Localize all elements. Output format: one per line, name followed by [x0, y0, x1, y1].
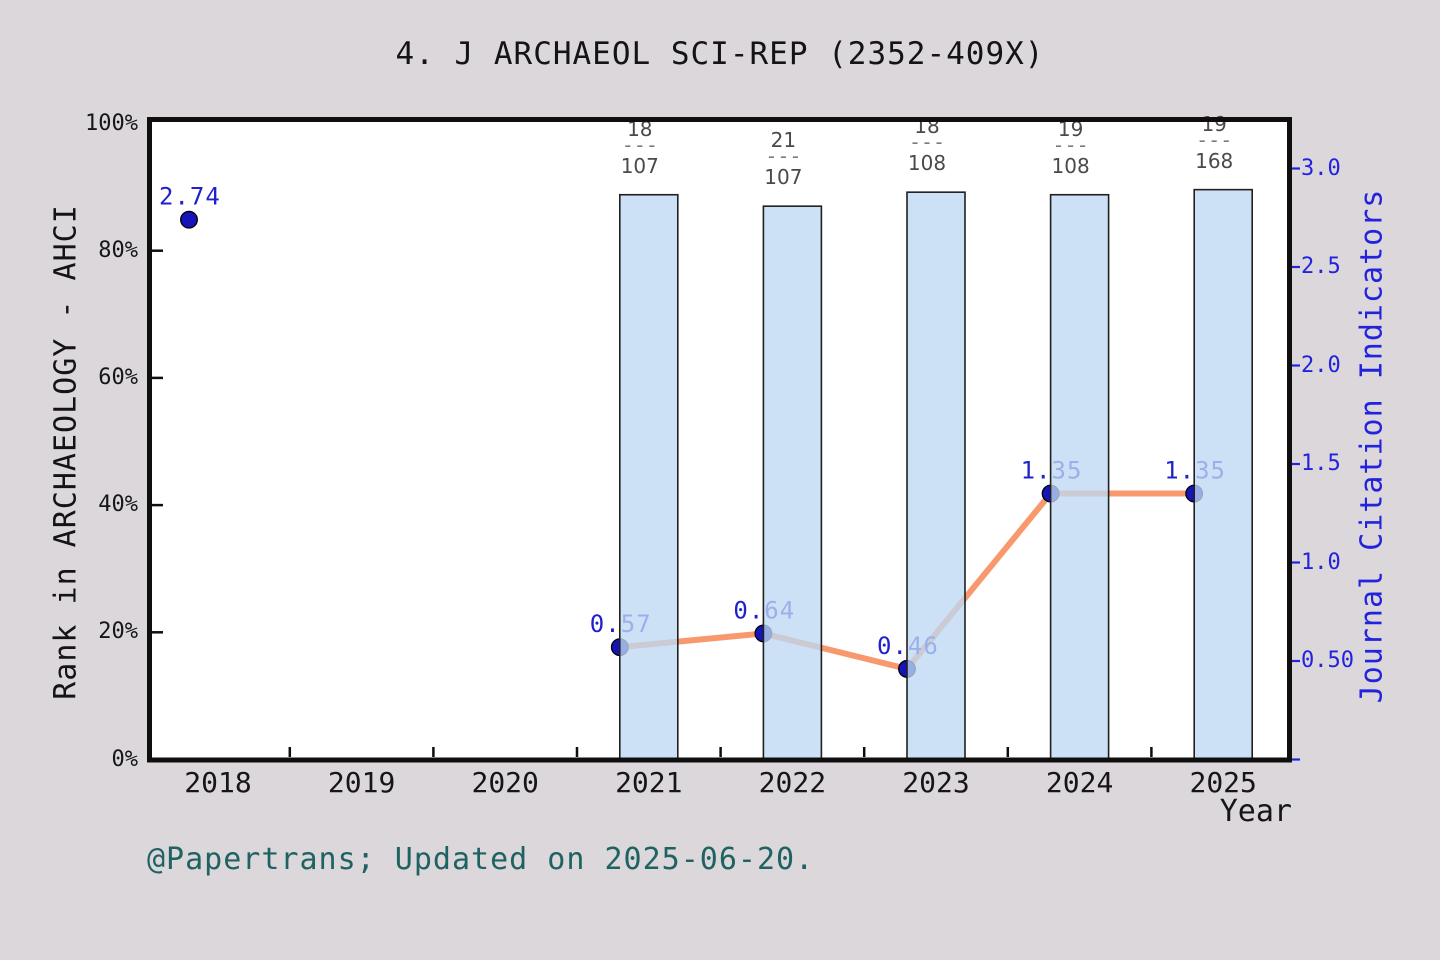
fraction-numerator: 19 — [1057, 116, 1084, 141]
watermark-text: @Papertrans; Updated on 2025-06-20. — [147, 842, 815, 877]
rank-bar — [1193, 188, 1253, 761]
fraction-denominator: 108 — [907, 151, 947, 176]
fraction-denominator: 107 — [620, 153, 659, 178]
fraction-bar: --- — [908, 130, 946, 155]
fraction-numerator: 18 — [627, 116, 653, 141]
plot-border — [147, 117, 1292, 763]
x-axis-title: Year — [1219, 794, 1292, 829]
fraction-bar: --- — [1052, 132, 1089, 157]
rank-fraction: 18 --- 107 — [600, 118, 680, 177]
rank-fraction: 19 --- 168 — [1174, 113, 1254, 172]
fraction-bar: --- — [765, 144, 802, 169]
fraction-numerator: 21 — [770, 128, 797, 153]
fraction-denominator: 107 — [764, 165, 803, 190]
rank-fraction: 21 --- 107 — [743, 129, 823, 188]
rank-bar — [1049, 193, 1110, 761]
rank-bar — [762, 205, 823, 761]
fraction-denominator: 168 — [1195, 148, 1234, 173]
left-axis-title: Rank in ARCHAEOLOGY - AHCI — [48, 204, 84, 700]
rank-fraction: 19 --- 108 — [1031, 118, 1111, 177]
right-axis-title: Journal Citation Indicators — [1354, 188, 1390, 704]
rank-bar — [906, 191, 966, 761]
value-label: 2.74 — [159, 183, 221, 211]
chart-title: 4. J ARCHAEOL SCI-REP (2352-409X) — [395, 36, 1045, 72]
rank-bar — [618, 193, 679, 761]
fraction-denominator: 108 — [1051, 153, 1090, 178]
data-point-marker — [180, 210, 198, 229]
fraction-bar: --- — [621, 132, 658, 157]
fraction-bar: --- — [1196, 127, 1233, 152]
